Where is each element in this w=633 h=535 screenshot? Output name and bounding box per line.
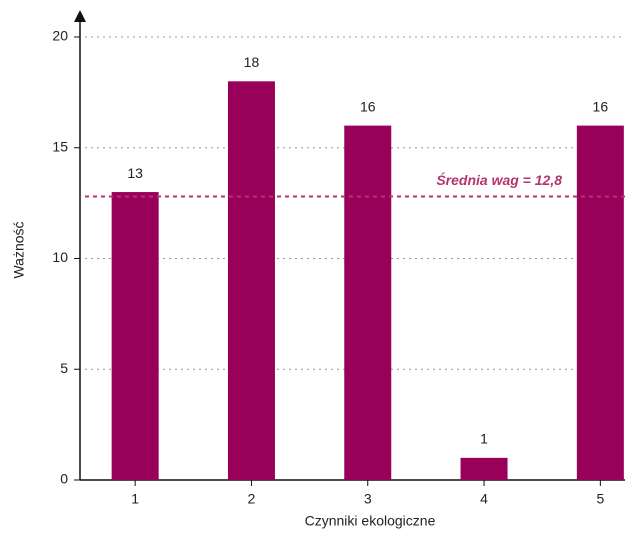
mean-label: Średnia wag = 12,8 [436, 171, 562, 188]
y-tick-label: 0 [60, 471, 68, 487]
bar [111, 192, 159, 481]
bar [460, 457, 508, 480]
y-tick-label: 20 [52, 28, 68, 44]
x-tick-label: 3 [364, 491, 372, 507]
x-axis-label: Czynniki ekologiczne [305, 513, 436, 529]
y-tick-label: 15 [52, 138, 68, 154]
x-tick-label: 5 [596, 491, 604, 507]
bar [344, 125, 392, 480]
y-tick-label: 10 [52, 249, 68, 265]
value-label: 13 [127, 165, 143, 181]
x-tick-label: 4 [480, 491, 488, 507]
y-tick-label: 5 [60, 360, 68, 376]
value-label: 1 [480, 431, 488, 447]
y-axis-arrow [74, 10, 86, 22]
x-tick-label: 2 [248, 491, 256, 507]
bar [576, 125, 624, 480]
value-label: 16 [593, 98, 609, 114]
value-label: 18 [244, 54, 260, 70]
bar [227, 81, 275, 481]
value-label: 16 [360, 98, 376, 114]
x-tick-label: 1 [131, 491, 139, 507]
y-axis-label: Ważność [11, 221, 27, 278]
